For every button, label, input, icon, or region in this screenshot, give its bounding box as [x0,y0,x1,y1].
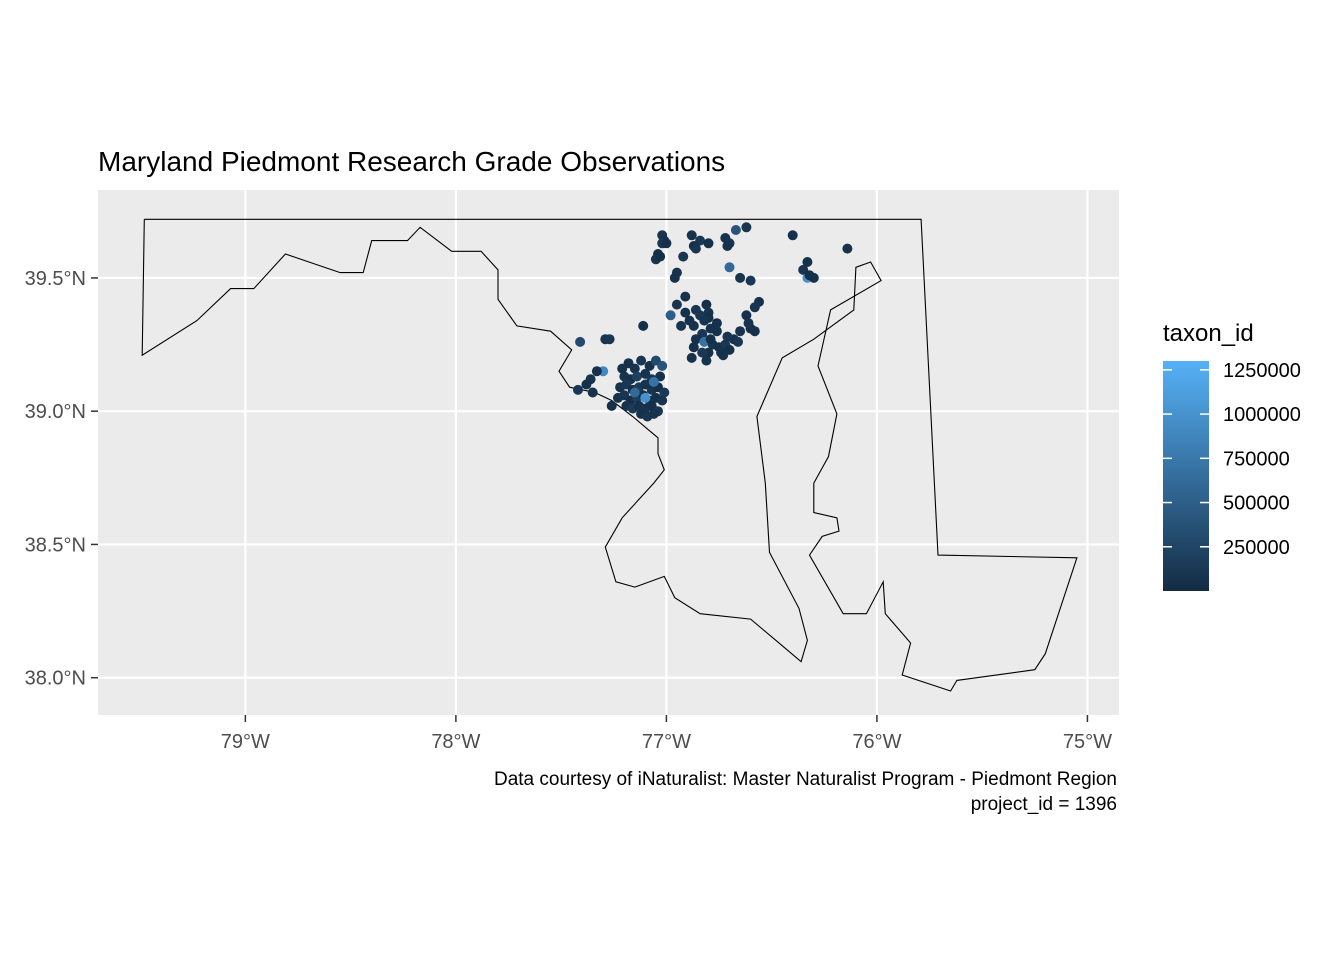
observation-point-65 [741,222,752,233]
observation-point-96 [711,326,722,337]
legend-breaks: 250000 500000 750000 1000000 1250000 [1163,360,1301,559]
legend-label-4: 1250000 [1223,360,1301,382]
observation-point-81 [804,270,815,281]
observation-point-67 [842,243,853,254]
observation-point-117 [686,352,697,363]
observation-point-26 [657,395,668,406]
observation-point-7 [631,371,642,382]
observation-point-122 [705,334,716,345]
observation-point-51 [638,320,649,331]
y-tick-label-0: 38.0°N [25,668,86,690]
legend-label-2: 750000 [1223,448,1290,470]
observation-point-40 [581,379,592,390]
observation-point-107 [749,302,760,313]
maryland-boundary [141,218,1078,692]
observation-point-50 [604,334,615,345]
observation-point-48 [575,336,586,347]
chart-title: Maryland Piedmont Research Grade Observa… [98,146,725,177]
y-tick-label-2: 39.0°N [25,401,86,423]
observation-point-74 [724,262,735,273]
legend-title: taxon_id [1163,320,1254,347]
observation-point-45 [648,376,659,387]
observation-point-55 [661,238,672,249]
observation-point-46 [657,360,668,371]
state-outline [141,218,1078,692]
observation-point-47 [629,387,640,398]
observation-point-104 [735,326,746,337]
observation-point-41 [573,384,583,395]
observation-point-70 [655,251,666,262]
observation-point-36 [606,400,617,411]
y-tick-label-1: 38.5°N [25,534,86,556]
x-tick-label-1: 78°W [431,731,480,753]
observation-point-71 [678,251,689,262]
observation-point-109 [743,318,754,329]
observation-point-18 [659,387,670,398]
y-tick-label-3: 39.5°N [25,268,86,290]
observation-point-87 [701,299,712,310]
observation-point-77 [802,257,813,267]
caption-line-1: Data courtesy of iNaturalist: Master Nat… [494,769,1117,790]
legend-label-3: 1000000 [1223,404,1301,426]
observation-point-93 [688,320,699,331]
observation-point-85 [680,307,691,318]
observation-point-111 [733,336,743,347]
observation-point-44 [640,392,651,403]
observation-point-94 [699,315,710,326]
plot-panel [98,190,1119,715]
legend: taxon_id 250000 500000 750000 1000000 125000… [1163,320,1301,591]
observation-point-42 [587,387,598,398]
observation-point-35 [648,408,659,419]
grid-lines [98,190,1119,715]
y-axis: 38.0°N 38.5°N 39.0°N 39.5°N [25,268,98,690]
observation-point-116 [688,342,699,353]
colorbar [1163,361,1209,591]
observation-point-2 [636,355,647,366]
observation-point-73 [669,272,680,283]
observation-point-120 [722,331,733,342]
legend-label-0: 250000 [1223,537,1290,559]
observation-point-82 [680,291,691,302]
x-axis: 79°W 78°W 77°W 76°W 75°W [221,715,1112,753]
observation-point-119 [716,347,727,358]
observation-point-115 [697,347,708,358]
observation-point-92 [676,320,687,331]
observation-point-76 [745,275,756,286]
observation-point-64 [730,225,741,235]
caption-line-2: project_id = 1396 [971,794,1117,815]
observation-point-58 [703,238,714,249]
observation-point-1 [629,363,640,374]
observation-point-38 [591,366,602,377]
observation-point-110 [749,326,760,337]
observation-point-66 [787,230,798,241]
observation-points [573,222,853,422]
legend-label-1: 500000 [1223,493,1290,515]
observation-point-84 [665,310,676,321]
x-tick-label-0: 79°W [221,731,270,753]
observation-point-83 [671,299,682,310]
x-tick-label-2: 77°W [642,731,691,753]
observation-point-118 [701,355,712,366]
x-tick-label-4: 75°W [1063,731,1112,753]
observation-point-43 [617,363,628,374]
observation-point-75 [735,272,746,283]
observation-point-56 [686,230,697,241]
observation-point-98 [690,334,701,345]
observation-point-63 [722,241,733,251]
observation-point-108 [741,310,752,321]
observation-point-121 [711,318,722,329]
observation-point-60 [690,243,701,254]
x-tick-label-3: 76°W [852,731,901,753]
